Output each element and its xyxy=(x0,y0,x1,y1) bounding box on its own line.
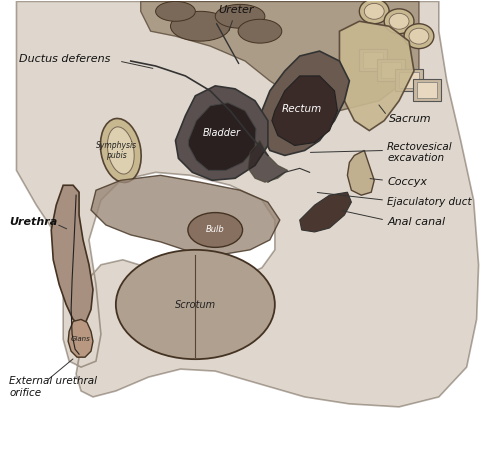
Text: Bulb: Bulb xyxy=(205,225,224,234)
Ellipse shape xyxy=(364,4,383,19)
Text: Glans: Glans xyxy=(71,336,91,342)
Text: Sacrum: Sacrum xyxy=(388,114,431,124)
Polygon shape xyxy=(51,185,93,324)
Polygon shape xyxy=(359,49,386,71)
Polygon shape xyxy=(412,79,440,101)
Text: Bladder: Bladder xyxy=(203,127,240,138)
Polygon shape xyxy=(175,86,268,180)
Ellipse shape xyxy=(359,0,388,24)
Ellipse shape xyxy=(155,1,195,21)
Ellipse shape xyxy=(100,118,141,182)
Text: Urethra: Urethra xyxy=(10,217,58,227)
Polygon shape xyxy=(260,51,349,155)
Text: Rectum: Rectum xyxy=(281,104,321,114)
Polygon shape xyxy=(394,69,422,91)
Polygon shape xyxy=(398,72,418,88)
Polygon shape xyxy=(272,76,337,145)
Ellipse shape xyxy=(215,4,265,28)
Polygon shape xyxy=(380,62,400,78)
Text: Scrotum: Scrotum xyxy=(174,300,215,310)
Text: Anal canal: Anal canal xyxy=(386,217,444,227)
Ellipse shape xyxy=(116,250,275,359)
Polygon shape xyxy=(416,82,436,98)
Text: External urethral
orifice: External urethral orifice xyxy=(10,376,97,398)
Polygon shape xyxy=(68,320,93,357)
Polygon shape xyxy=(376,59,404,81)
Text: Ureter: Ureter xyxy=(218,5,253,31)
Ellipse shape xyxy=(383,9,413,34)
Ellipse shape xyxy=(403,24,433,49)
Ellipse shape xyxy=(170,11,229,41)
Text: Ductus deferens: Ductus deferens xyxy=(20,54,111,64)
Polygon shape xyxy=(363,52,382,68)
Ellipse shape xyxy=(237,19,281,43)
Polygon shape xyxy=(17,1,477,407)
Polygon shape xyxy=(140,1,418,111)
Polygon shape xyxy=(347,150,373,195)
Polygon shape xyxy=(188,103,256,171)
Polygon shape xyxy=(339,21,413,130)
Polygon shape xyxy=(299,192,351,232)
Ellipse shape xyxy=(107,127,134,174)
Text: Coccyx: Coccyx xyxy=(386,177,426,187)
Text: Rectovesical
excavation: Rectovesical excavation xyxy=(386,142,452,163)
Ellipse shape xyxy=(187,212,242,248)
Ellipse shape xyxy=(388,14,408,29)
Polygon shape xyxy=(247,140,287,182)
Ellipse shape xyxy=(408,28,428,44)
Polygon shape xyxy=(91,176,279,255)
Text: Ejaculatory duct: Ejaculatory duct xyxy=(386,197,471,207)
Text: Symphysis
pubis: Symphysis pubis xyxy=(96,141,137,160)
